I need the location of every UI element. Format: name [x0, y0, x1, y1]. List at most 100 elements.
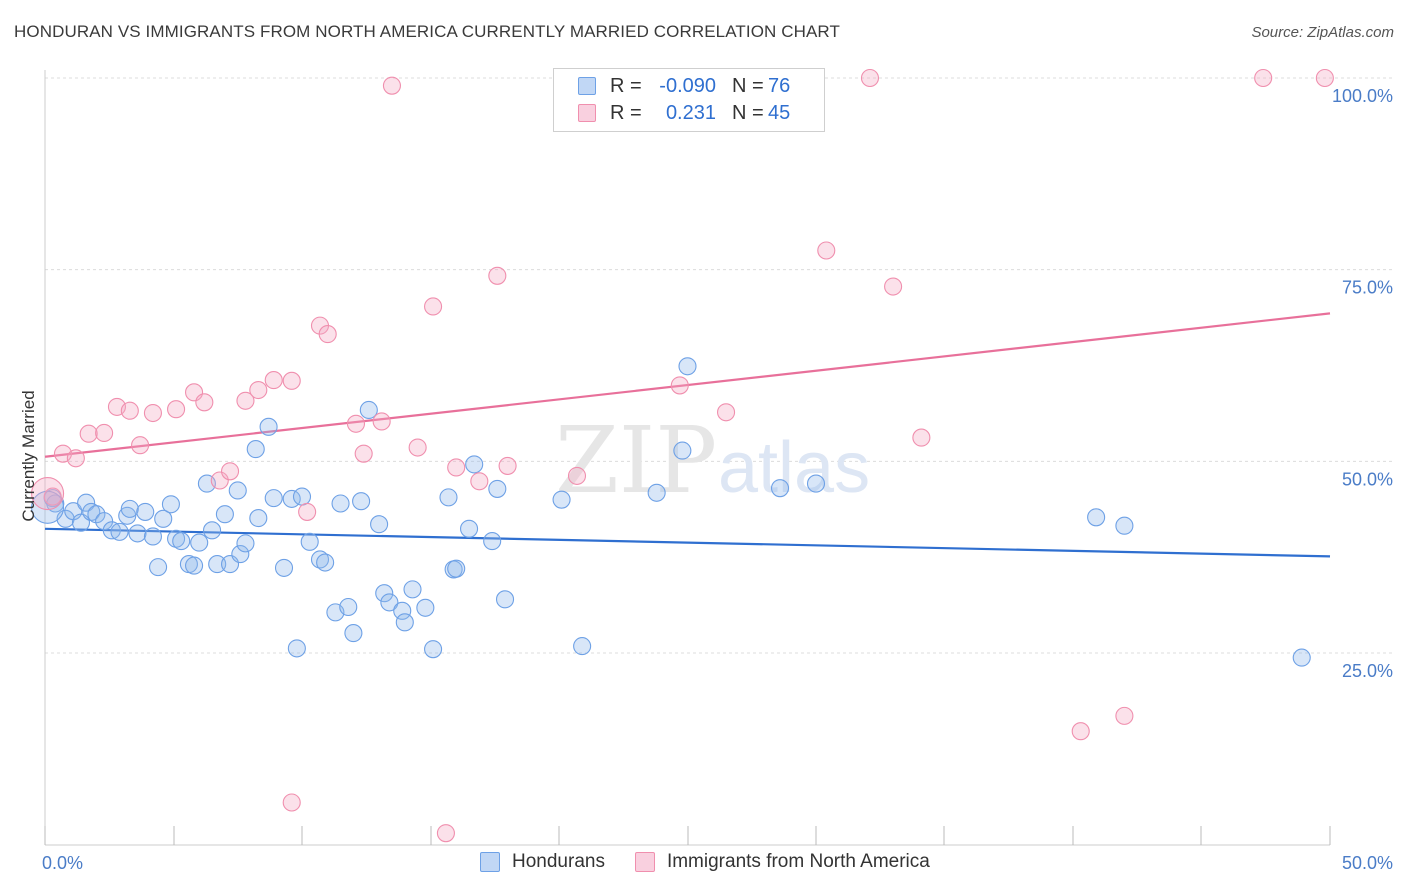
y-tick-label: 25.0% [1342, 661, 1393, 681]
data-point-immigrants [282, 371, 301, 390]
data-point-hondurans [459, 519, 479, 538]
grid-lines [45, 77, 1395, 654]
legend-swatch-pink [578, 104, 596, 122]
series-legend: Hondurans Immigrants from North America [480, 851, 960, 873]
data-point-immigrants [817, 241, 836, 260]
watermark-zip: ZIP [555, 407, 717, 514]
data-point-immigrants [131, 436, 150, 455]
data-point-hondurans [416, 598, 435, 617]
data-point-hondurans [143, 527, 162, 546]
data-point-hondurans [110, 522, 129, 541]
data-point-immigrants [31, 476, 65, 511]
legend-n-label: N = [732, 101, 764, 124]
legend-r-label: R = [610, 101, 642, 124]
data-point-immigrants [66, 449, 85, 468]
data-point-hondurans [331, 494, 350, 513]
data-point-hondurans [352, 492, 371, 511]
data-point-immigrants [346, 414, 366, 433]
data-point-hondurans [359, 400, 378, 420]
source-credit: Source: ZipAtlas.com [1251, 24, 1394, 41]
trend-line-immigrants [44, 312, 1331, 458]
legend-row-immigrants: R = 0.231 N = 45 [578, 100, 790, 126]
legend-swatch-pink [634, 852, 655, 872]
axes [44, 70, 1331, 846]
data-point-hondurans [190, 533, 209, 552]
data-point-hondurans [395, 613, 414, 632]
data-point-hondurans [380, 593, 399, 612]
data-point-immigrants [488, 266, 507, 285]
data-point-hondurans [375, 584, 394, 603]
data-point-immigrants [120, 401, 139, 420]
data-point-immigrants [447, 458, 466, 477]
data-point-hondurans [770, 479, 790, 498]
legend-n-label: N = [732, 74, 764, 97]
legend-swatch-blue [578, 77, 596, 95]
data-point-hondurans [274, 558, 294, 577]
y-tick-label: 50.0% [1342, 469, 1393, 489]
data-point-hondurans [488, 479, 507, 498]
legend-n-value: 76 [768, 74, 791, 97]
data-point-hondurans [439, 488, 458, 507]
data-point-hondurans [344, 624, 363, 643]
data-point-hondurans [118, 506, 137, 525]
data-point-immigrants [912, 428, 931, 447]
data-point-hondurans [678, 357, 697, 376]
data-point-immigrants [670, 376, 689, 395]
data-point-hondurans [393, 601, 412, 620]
data-point-hondurans [292, 487, 312, 506]
data-point-hondurans [447, 559, 466, 578]
legend-r-value: 0.231 [665, 101, 716, 124]
data-point-immigrants [716, 403, 736, 422]
data-point-hondurans [203, 521, 222, 540]
data-point-hondurans [370, 515, 389, 534]
data-point-hondurans [231, 545, 250, 564]
data-point-hondurans [1292, 648, 1311, 667]
data-point-immigrants [264, 371, 283, 390]
data-point-immigrants [470, 472, 489, 491]
data-point-hondurans [310, 550, 330, 569]
data-point-immigrants [79, 424, 98, 443]
legend-r-value: -0.090 [659, 74, 716, 97]
data-point-hondurans [673, 441, 692, 460]
data-point-immigrants [210, 471, 229, 490]
legend-item-immigrants[interactable]: Immigrants from North America [634, 851, 930, 873]
data-point-hondurans [228, 481, 247, 500]
data-point-hondurans [403, 580, 422, 599]
data-point-hondurans [95, 512, 114, 531]
data-point-hondurans [120, 499, 139, 518]
data-point-hondurans [465, 455, 484, 474]
data-point-hondurans [264, 489, 283, 508]
data-points [31, 68, 1334, 843]
data-point-hondurans [424, 640, 443, 659]
data-point-hondurans [154, 509, 173, 528]
data-point-hondurans [46, 494, 65, 513]
data-point-hondurans [215, 505, 234, 524]
data-point-immigrants [354, 444, 373, 463]
data-point-immigrants [382, 76, 402, 95]
data-point-hondurans [136, 502, 155, 521]
data-point-hondurans [31, 490, 65, 524]
data-point-hondurans [573, 637, 592, 656]
data-point-immigrants [167, 400, 186, 419]
data-point-immigrants [1315, 68, 1334, 88]
y-tick-label: 75.0% [1342, 278, 1393, 298]
legend-swatch-blue [480, 852, 500, 872]
data-point-immigrants [1071, 722, 1090, 741]
data-point-hondurans [287, 639, 306, 658]
data-point-hondurans [1087, 508, 1106, 527]
data-point-immigrants [1115, 706, 1134, 725]
legend-item-hondurans[interactable]: Hondurans [480, 851, 605, 873]
trend-line-hondurans [44, 527, 1331, 558]
data-point-immigrants [1254, 68, 1273, 88]
data-point-immigrants [860, 68, 880, 88]
data-point-hondurans [339, 597, 358, 617]
data-point-hondurans [647, 483, 666, 502]
data-point-hondurans [185, 556, 204, 575]
legend-label-immigrants: Immigrants from North America [666, 851, 930, 872]
data-point-immigrants [408, 438, 427, 457]
data-point-immigrants [282, 793, 301, 812]
legend-row-hondurans: R = -0.090 N = 76 [578, 73, 790, 99]
data-point-hondurans [316, 553, 335, 572]
data-point-hondurans [483, 532, 502, 551]
